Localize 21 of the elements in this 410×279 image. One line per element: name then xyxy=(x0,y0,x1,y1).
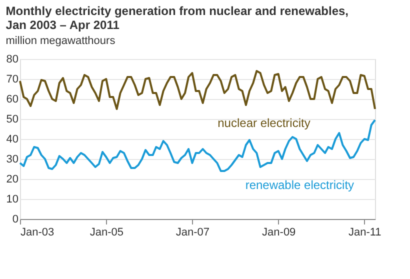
series-label: renewable electricity xyxy=(245,178,354,192)
x-tick-label: Jan-07 xyxy=(176,226,210,238)
y-tick-label: 50 xyxy=(6,114,18,126)
y-tick-label: 70 xyxy=(6,74,18,86)
text: Jan 2003 – Apr 2011 xyxy=(6,18,120,32)
y-tick-label: 60 xyxy=(6,94,18,106)
line-series xyxy=(19,70,376,110)
y-tick-label: 20 xyxy=(6,174,18,186)
line-series xyxy=(19,119,376,172)
y-tick-label: 0 xyxy=(12,214,18,226)
x-tick-label: Jan-09 xyxy=(262,226,296,238)
x-tick-label: Jan-11 xyxy=(348,226,382,238)
text: Monthly electricity generation from nuclear and renewables, xyxy=(6,4,349,18)
x-tick-label: Jan-03 xyxy=(20,226,54,238)
chart-subtitle: million megawatthours xyxy=(6,35,116,47)
y-tick-label: 80 xyxy=(6,54,18,66)
y-tick-label: 10 xyxy=(6,194,18,206)
y-tick-label: 40 xyxy=(6,134,18,146)
y-tick-label: 30 xyxy=(6,154,18,166)
x-tick-label: Jan-05 xyxy=(90,226,124,238)
series-label: nuclear electricity xyxy=(218,116,310,130)
